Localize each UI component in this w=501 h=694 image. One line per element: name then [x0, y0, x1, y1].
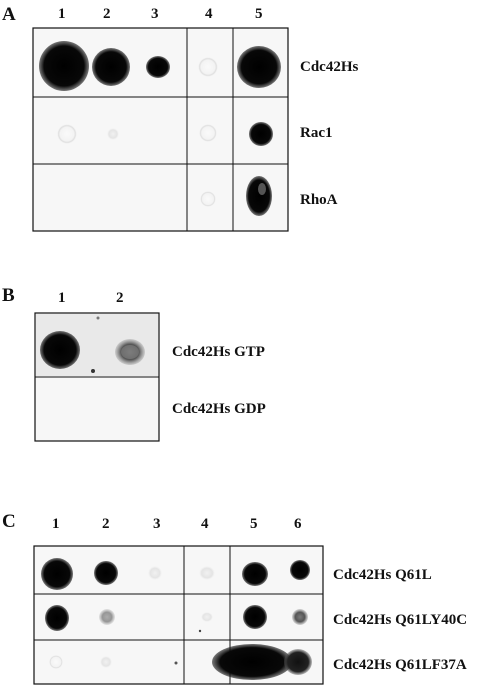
panel-c-blot [33, 545, 324, 685]
panel-c-lane-5: 5 [250, 516, 258, 532]
dot-a-rac1-lane2 [107, 128, 119, 140]
dot-c-q61ly40c-lane6 [292, 609, 308, 625]
dot-a-rac1-lane1 [57, 124, 77, 144]
dot-a-cdc42-lane3 [146, 56, 170, 78]
panel-a-letter: A [2, 4, 16, 25]
panel-b-letter: B [2, 285, 15, 306]
panel-c-lane-4: 4 [201, 516, 209, 532]
panel-c-lane-2: 2 [102, 516, 110, 532]
panel-c-lane-6: 6 [294, 516, 302, 532]
panel-a-lane-2: 2 [103, 6, 111, 22]
dot-b-gtp-lane1 [40, 331, 80, 369]
dot-c-q61lf37a-lane6 [284, 649, 312, 675]
panel-a-row-label-rhoa: RhoA [300, 192, 338, 208]
panel-c-lane-3: 3 [153, 516, 161, 532]
panel-b-lane-2: 2 [116, 290, 124, 306]
speck-b-1 [91, 369, 95, 373]
dot-a-rac1-lane4 [199, 124, 217, 142]
dot-c-q61l-lane2 [94, 561, 118, 585]
dot-c-q61ly40c-lane4 [201, 612, 213, 622]
dot-c-q61l-lane6 [290, 560, 310, 580]
panel-a-blot [32, 27, 289, 232]
speck-c-2 [198, 629, 202, 633]
panel-a-lane-4: 4 [205, 6, 213, 22]
dot-c-q61ly40c-lane1 [45, 605, 69, 631]
dot-a-rac1-lane5 [249, 122, 273, 146]
dot-c-q61l-lane1 [41, 558, 73, 590]
dot-a-cdc42-lane1 [39, 41, 89, 91]
dot-a-rhoa-lane4 [200, 191, 216, 207]
dot-c-q61ly40c-lane5 [243, 605, 267, 629]
dot-c-q61l-lane4 [199, 566, 215, 580]
dot-b-gtp-lane2-center [121, 345, 139, 359]
dot-c-q61lf37a-lane1 [49, 655, 63, 669]
panel-a-row-label-cdc42hs: Cdc42Hs [300, 59, 359, 75]
panel-c-row-label-q61lf37a: Cdc42Hs Q61LF37A [333, 657, 467, 673]
dot-a-cdc42-lane4 [198, 57, 218, 77]
panel-b-row-label-gtp: Cdc42Hs GTP [172, 344, 265, 360]
dot-c-q61lf37a-lane2 [100, 656, 112, 668]
panel-b-row-label-gdp: Cdc42Hs GDP [172, 401, 266, 417]
speck-b-2 [96, 316, 100, 320]
panel-c-row-label-q61ly40c: Cdc42Hs Q61LY40C [333, 612, 468, 628]
panel-a-lane-3: 3 [151, 6, 159, 22]
dot-c-q61lf37a-lane5 [212, 644, 292, 680]
dot-a-cdc42-lane5 [237, 46, 281, 88]
panel-a-lane-1: 1 [58, 6, 66, 22]
panel-c-row-label-q61l: Cdc42Hs Q61L [333, 567, 432, 583]
dot-c-q61l-lane3 [148, 566, 162, 580]
dot-a-cdc42-lane2 [92, 48, 130, 86]
dot-a-rhoa-lane5-highlight [258, 183, 266, 195]
panel-b-blot [34, 312, 160, 442]
panel-a-lane-5: 5 [255, 6, 263, 22]
dot-c-q61ly40c-lane2 [99, 609, 115, 625]
panel-a-row-label-rac1: Rac1 [300, 125, 333, 141]
panel-c-letter: C [2, 511, 16, 532]
speck-c-1 [174, 661, 178, 665]
dot-c-q61l-lane5 [242, 562, 268, 586]
dot-a-rhoa-lane5 [246, 176, 272, 216]
panel-b-lane-1: 1 [58, 290, 66, 306]
panel-c-lane-1: 1 [52, 516, 60, 532]
